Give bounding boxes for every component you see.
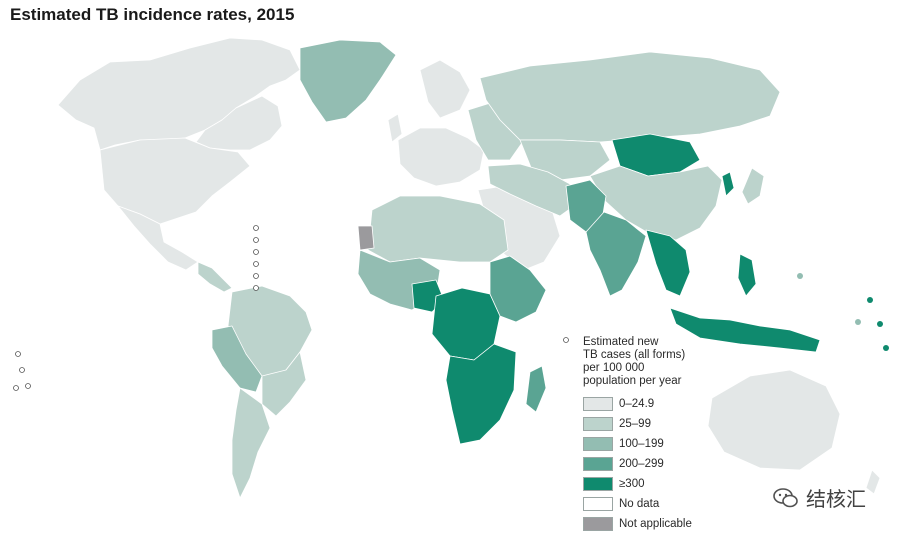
watermark: 结核汇 <box>772 483 866 512</box>
legend-label: 200–299 <box>619 457 664 470</box>
legend-item: 25–99 <box>583 414 723 434</box>
legend-item: No data <box>583 494 723 514</box>
region-central-america <box>197 261 233 293</box>
legend-item: Not applicable <box>583 514 723 534</box>
legend-title: Estimated new TB cases (all forms) per 1… <box>583 336 686 387</box>
region-east-africa <box>489 255 547 323</box>
region-india <box>585 211 647 297</box>
legend-label: 100–199 <box>619 437 664 450</box>
island-dot <box>25 383 31 389</box>
region-russia <box>479 51 781 143</box>
region-peru-bolivia <box>211 325 263 393</box>
island-dot <box>855 319 861 325</box>
legend-label: 0–24.9 <box>619 397 655 410</box>
map-legend: Estimated new TB cases (all forms) per 1… <box>583 336 723 534</box>
legend-item: 100–199 <box>583 434 723 454</box>
region-brazil-south <box>261 351 307 417</box>
region-philippines <box>737 253 757 297</box>
region-uk <box>387 113 403 143</box>
legend-swatch <box>583 457 613 471</box>
island-dot <box>15 351 21 357</box>
island-dot <box>563 337 569 343</box>
legend-swatch <box>583 477 613 491</box>
region-western-sahara <box>357 225 375 251</box>
island-dot <box>253 225 259 231</box>
region-australia <box>707 369 841 471</box>
region-turkey-iran <box>487 163 575 217</box>
island-dot <box>19 367 25 373</box>
region-southern-africa <box>445 343 517 445</box>
legend-swatch <box>583 517 613 531</box>
legend-item: 0–24.9 <box>583 394 723 414</box>
legend-label: No data <box>619 497 660 510</box>
region-scandinavia <box>419 59 471 119</box>
region-canada-alaska <box>57 37 301 151</box>
region-new-zealand <box>865 469 881 495</box>
legend-swatch <box>583 417 613 431</box>
island-dot <box>867 297 873 303</box>
legend-swatch <box>583 437 613 451</box>
island-dot <box>13 385 19 391</box>
island-dot <box>253 249 259 255</box>
region-southern-cone <box>231 387 271 499</box>
region-canada-east <box>195 95 283 151</box>
legend-label: ≥300 <box>619 477 645 490</box>
island-dot <box>877 321 883 327</box>
map-title: Estimated TB incidence rates, 2015 <box>10 5 295 24</box>
region-madagascar <box>525 365 547 413</box>
legend-label: 25–99 <box>619 417 651 430</box>
island-dot <box>253 273 259 279</box>
legend-label: Not applicable <box>619 517 692 530</box>
island-dot <box>797 273 803 279</box>
region-indonesia <box>669 307 821 353</box>
region-southeast-asia <box>645 229 691 297</box>
island-dot <box>253 285 259 291</box>
legend-swatch <box>583 497 613 511</box>
region-western-europe <box>397 127 485 187</box>
island-dot <box>253 261 259 267</box>
island-dot <box>883 345 889 351</box>
region-korea <box>721 171 735 197</box>
watermark-text: 结核汇 <box>806 487 866 511</box>
legend-item: 200–299 <box>583 454 723 474</box>
region-north-africa <box>367 195 509 263</box>
legend-item: ≥300 <box>583 474 723 494</box>
region-greenland <box>299 39 397 123</box>
legend-swatch <box>583 397 613 411</box>
region-japan <box>741 167 765 205</box>
island-dot <box>253 237 259 243</box>
wechat-icon <box>773 487 798 507</box>
